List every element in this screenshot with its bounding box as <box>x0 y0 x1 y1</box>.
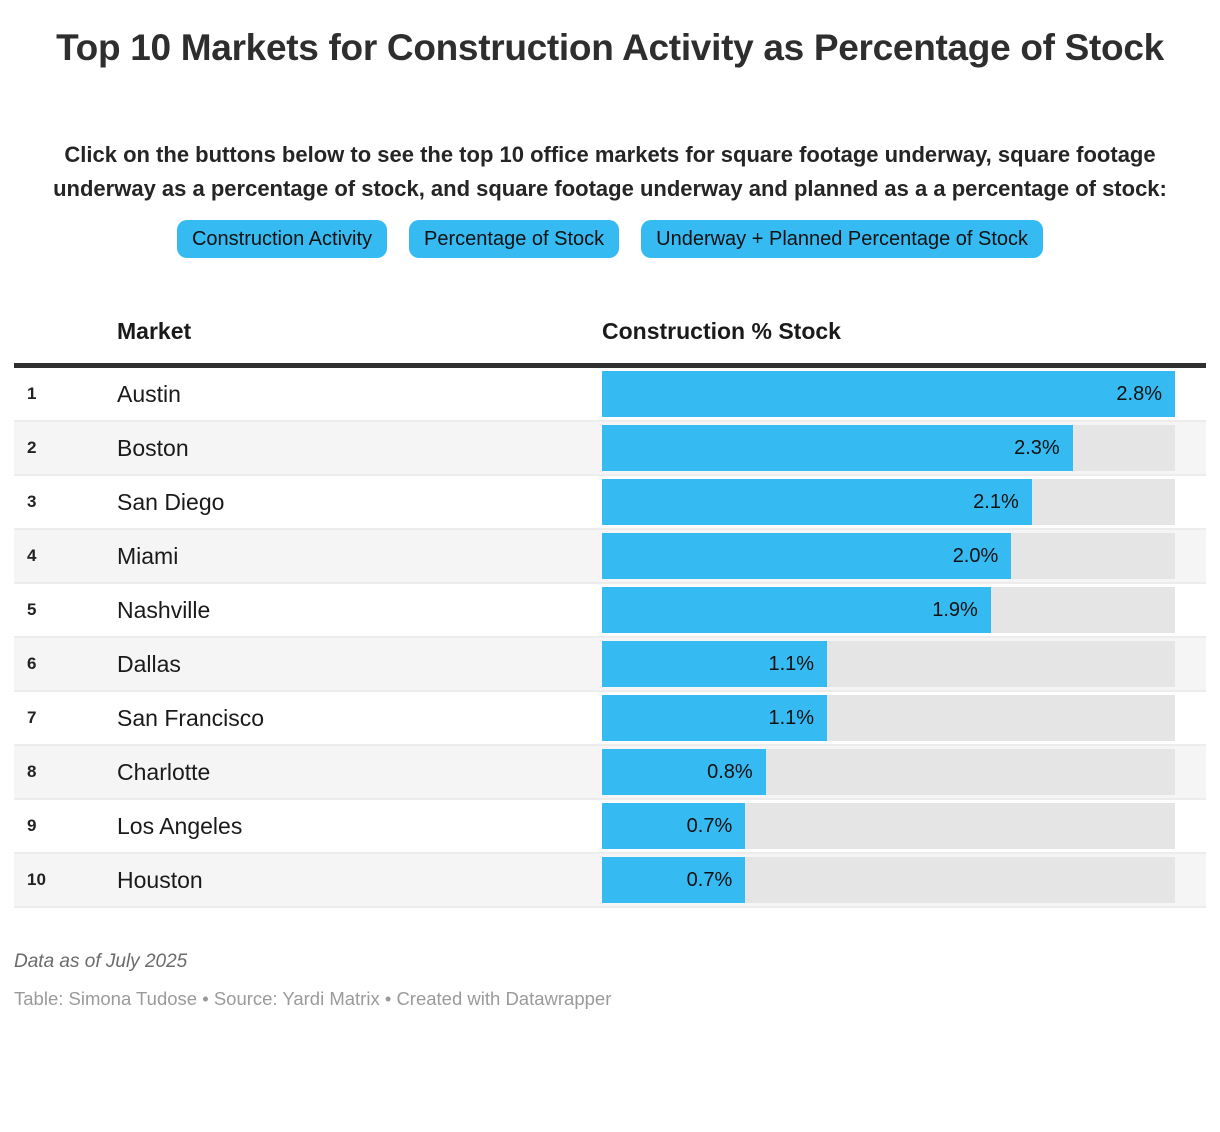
data-as-of-note: Data as of July 2025 <box>14 951 188 972</box>
bar-cell: 1.1% <box>602 638 1206 690</box>
table-row: 2 Boston 2.3% <box>14 422 1206 476</box>
bar-value-label: 2.8% <box>1116 382 1162 405</box>
market-label: Miami <box>117 542 179 569</box>
bar-track: 2.8% <box>602 371 1175 417</box>
bar-cell: 0.8% <box>602 746 1206 798</box>
bar: 1.1% <box>602 641 828 687</box>
market-label: Houston <box>117 866 203 893</box>
bar-track: 2.3% <box>602 425 1175 471</box>
table-row: 3 San Diego 2.1% <box>14 476 1206 530</box>
bar-cell: 2.0% <box>602 530 1206 582</box>
bar-cell: 2.3% <box>602 422 1206 474</box>
table-row: 5 Nashville 1.9% <box>14 584 1206 638</box>
bar-cell: 0.7% <box>602 800 1206 852</box>
rank-label: 6 <box>27 654 37 673</box>
bar-value-label: 2.0% <box>952 544 999 567</box>
table-row: 7 San Francisco 1.1% <box>14 692 1206 746</box>
rank-label: 3 <box>27 492 37 511</box>
market-label: Charlotte <box>117 758 211 785</box>
bar-value-label: 1.1% <box>768 652 815 675</box>
datawrapper-chart-page: Top 10 Markets for Construction Activity… <box>0 22 1220 1132</box>
bar-cell: 1.9% <box>602 584 1206 636</box>
bar-value-label: 2.3% <box>1014 436 1060 459</box>
bar: 1.9% <box>602 587 991 633</box>
tab-construction-activity-button[interactable]: Construction Activity <box>176 220 388 258</box>
byline-source: Table: Simona Tudose • Source: Yardi Mat… <box>14 988 612 1009</box>
table-row: 1 Austin 2.8% <box>14 368 1206 422</box>
rank-label: 9 <box>27 816 37 835</box>
bar: 0.7% <box>602 803 746 849</box>
market-label: San Diego <box>117 488 225 515</box>
bar: 0.8% <box>602 749 766 795</box>
rank-label: 10 <box>27 870 46 889</box>
bar: 0.7% <box>602 857 746 903</box>
column-header-market: Market <box>117 318 192 344</box>
table-header-row: Market Construction % Stock <box>14 318 1206 368</box>
tab-percentage-of-stock-button[interactable]: Percentage of Stock <box>409 220 620 258</box>
view-switch-buttons: Construction Activity Percentage of Stoc… <box>0 220 1220 258</box>
bar-cell: 0.7% <box>602 854 1206 906</box>
bar-cell: 2.8% <box>602 368 1206 420</box>
market-label: Boston <box>117 434 189 461</box>
rank-label: 8 <box>27 762 37 781</box>
chart-title: Top 10 Markets for Construction Activity… <box>56 27 1164 68</box>
bar: 2.8% <box>602 371 1175 417</box>
rank-label: 7 <box>27 708 37 727</box>
bar-value-label: 0.7% <box>686 814 733 837</box>
bar-track: 0.7% <box>602 803 1175 849</box>
bar-track: 1.1% <box>602 641 1175 687</box>
table-row: 10 Houston 0.7% <box>14 854 1206 908</box>
bar: 2.0% <box>602 533 1012 579</box>
bar-track: 0.8% <box>602 749 1175 795</box>
bar-value-label: 2.1% <box>973 490 1019 513</box>
bar-cell: 1.1% <box>602 692 1206 744</box>
bar-track: 2.0% <box>602 533 1175 579</box>
bar-track: 2.1% <box>602 479 1175 525</box>
bar: 2.3% <box>602 425 1073 471</box>
market-label: Nashville <box>117 596 211 623</box>
chart-description: Click on the buttons below to see the to… <box>53 142 1167 201</box>
rank-label: 2 <box>27 438 37 457</box>
table-body: 1 Austin 2.8% 2 Boston 2.3% 3 San Diego <box>14 368 1206 908</box>
bar-value-label: 0.7% <box>686 868 733 891</box>
bar: 1.1% <box>602 695 828 741</box>
bar-track: 0.7% <box>602 857 1175 903</box>
rank-label: 1 <box>27 384 37 403</box>
chart-footer: Data as of July 2025 Table: Simona Tudos… <box>14 950 1206 1011</box>
bar-table: Market Construction % Stock 1 Austin 2.8… <box>14 318 1206 908</box>
table-row: 4 Miami 2.0% <box>14 530 1206 584</box>
table-row: 8 Charlotte 0.8% <box>14 746 1206 800</box>
column-header-construction-pct-stock: Construction % Stock <box>602 318 841 344</box>
bar-track: 1.9% <box>602 587 1175 633</box>
bar-value-label: 1.1% <box>768 706 815 729</box>
market-label: San Francisco <box>117 704 265 731</box>
bar-track: 1.1% <box>602 695 1175 741</box>
tab-underway-planned-percentage-button[interactable]: Underway + Planned Percentage of Stock <box>641 220 1044 258</box>
bar: 2.1% <box>602 479 1032 525</box>
rank-label: 4 <box>27 546 37 565</box>
bar-value-label: 0.8% <box>707 760 753 783</box>
market-label: Dallas <box>117 650 181 677</box>
market-label: Austin <box>117 380 181 407</box>
table-row: 9 Los Angeles 0.7% <box>14 800 1206 854</box>
market-label: Los Angeles <box>117 812 243 839</box>
bar-cell: 2.1% <box>602 476 1206 528</box>
table-row: 6 Dallas 1.1% <box>14 638 1206 692</box>
rank-label: 5 <box>27 600 37 619</box>
bar-value-label: 1.9% <box>932 598 978 621</box>
